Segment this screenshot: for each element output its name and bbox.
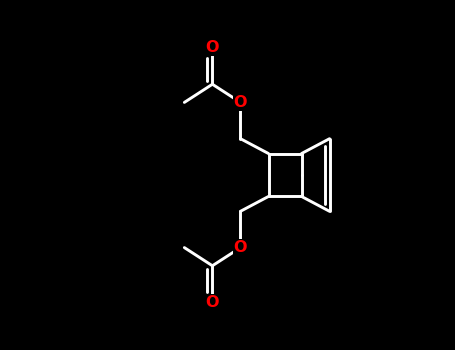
Text: O: O	[206, 295, 219, 309]
Text: O: O	[206, 41, 219, 55]
Text: O: O	[234, 95, 247, 110]
Text: O: O	[234, 240, 247, 255]
